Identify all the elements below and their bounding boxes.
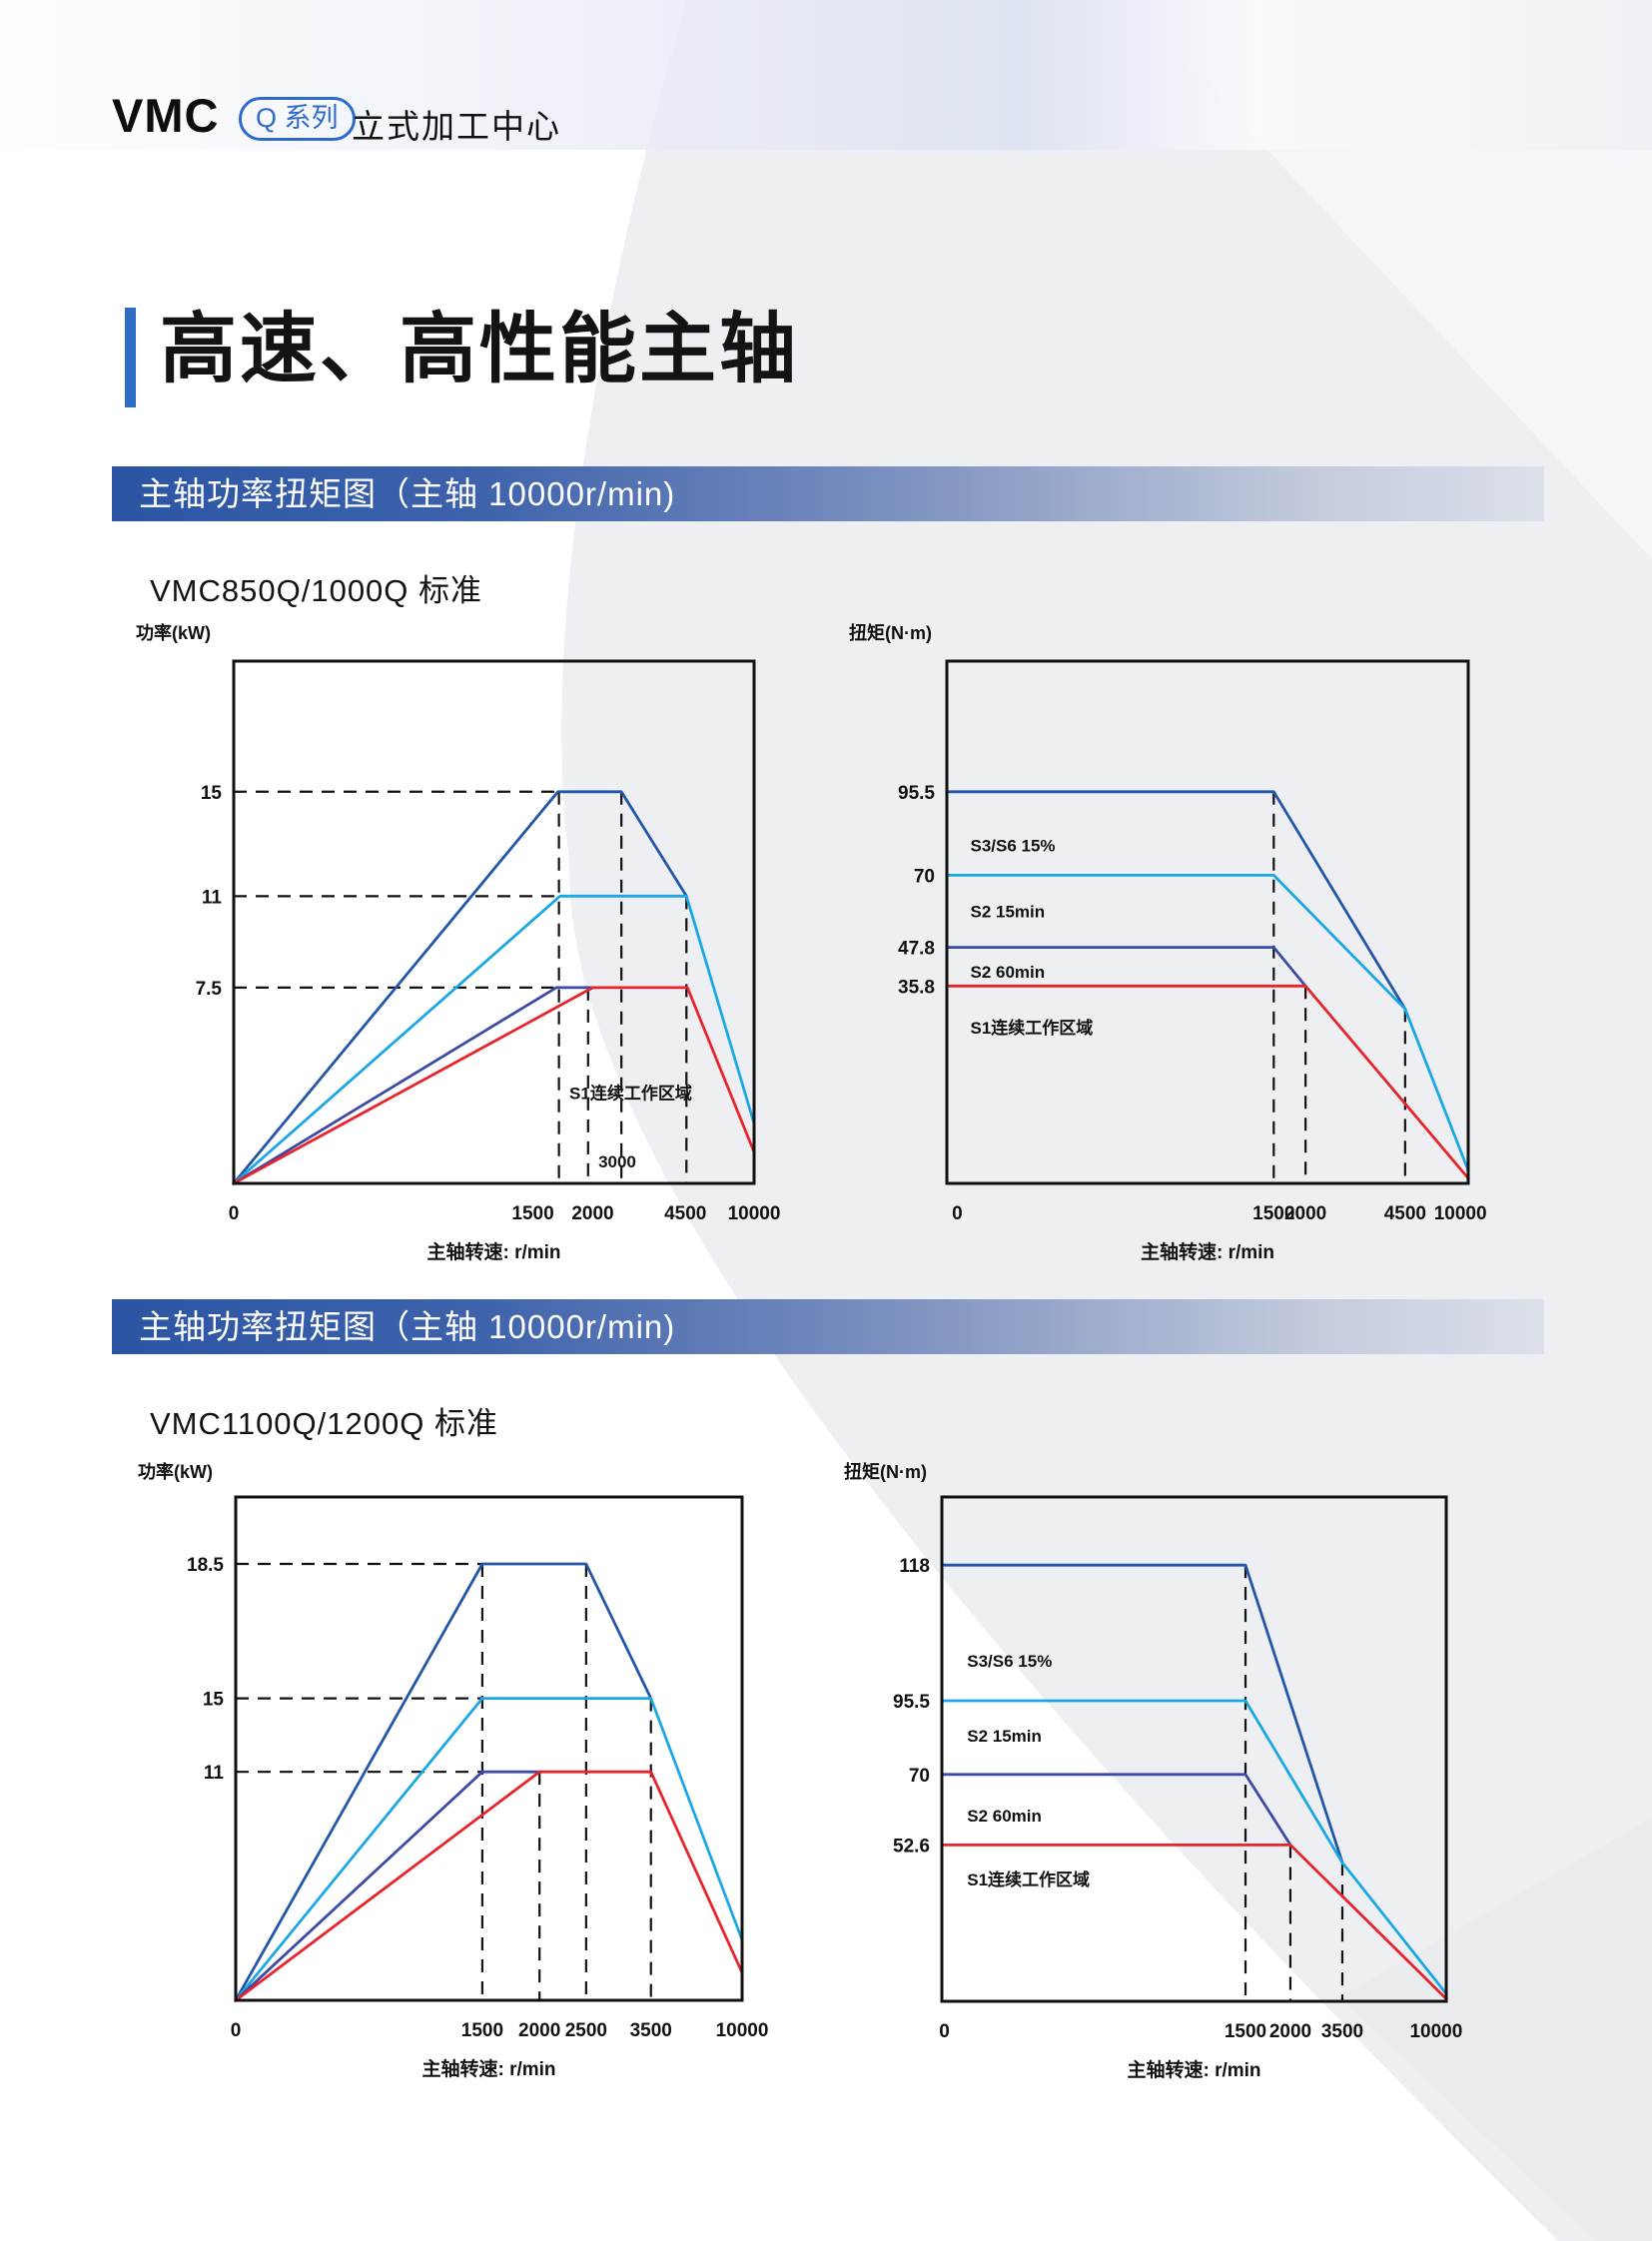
chart-power-vmc850q: 15 11 7.5 0 1500 2000 4500 10000 S1连续工作区域 3000 功率(… — [136, 622, 781, 1263]
series-badge: Q 系列 — [239, 97, 356, 142]
plot-box — [945, 659, 1470, 1185]
x-tick-label: 3500 — [630, 2020, 672, 2041]
section-banner-1: 主轴功率扭矩图（主轴 10000r/min) — [112, 466, 1544, 521]
y-tick-label: 35.8 — [898, 977, 935, 998]
chart-annotation: S2 15min — [967, 1727, 1042, 1746]
y-tick-label: 11 — [204, 1763, 225, 1784]
series-line-red — [234, 1770, 744, 2002]
y-axis-label: 功率(kW) — [138, 1461, 213, 1482]
model-label-1: VMC850Q/1000Q 标准 — [150, 573, 483, 608]
y-tick-label: 70 — [914, 866, 935, 887]
chart-annotation: 3000 — [598, 1152, 636, 1171]
chart-annotation: S2 60min — [970, 963, 1045, 982]
chart-annotation: S1连续工作区域 — [569, 1084, 692, 1104]
series-line-blue — [234, 1562, 653, 2002]
y-tick-label: 52.6 — [893, 1836, 930, 1857]
series-line-blue — [945, 790, 1407, 1012]
x-tick-label: 10000 — [1434, 1203, 1487, 1224]
title-accent-bar — [125, 308, 136, 407]
x-axis-label: 主轴转速: r/min — [421, 2057, 555, 2080]
chart-annotation: S1连续工作区域 — [970, 1018, 1093, 1038]
section-banner-2: 主轴功率扭矩图（主轴 10000r/min) — [112, 1299, 1544, 1354]
x-axis-label: 主轴转速: r/min — [1141, 1240, 1274, 1263]
y-tick-label: 11 — [202, 887, 223, 908]
series-line-indigo — [945, 946, 1308, 989]
series-line-cyan — [234, 1697, 744, 2002]
y-axis-label: 扭矩(N·m) — [844, 1461, 927, 1482]
x-tick-label: 2500 — [565, 2020, 607, 2041]
x-tick-label: 2000 — [571, 1203, 613, 1224]
y-tick-label: 7.5 — [196, 979, 223, 1000]
series-line-blue — [232, 790, 689, 1185]
x-tick-label: 1500 — [1252, 1203, 1294, 1224]
series-line-cyan — [940, 1699, 1448, 1996]
y-tick-label: 95.5 — [898, 783, 935, 804]
x-tick-label: 1500 — [1225, 2021, 1266, 2042]
chart-annotation: S3/S6 15% — [970, 837, 1055, 856]
y-tick-label: 95.5 — [893, 1692, 930, 1713]
page-title: 高速、高性能主轴 — [160, 307, 799, 392]
x-tick-label: 1500 — [461, 2020, 503, 2041]
x-tick-label: 1500 — [511, 1203, 553, 1224]
header-strip — [0, 0, 1652, 150]
chart-annotation: S2 15min — [970, 903, 1045, 922]
chart-power-vmc1100q: 18.5 15 11 0 1500 2000 2500 3500 10000 功率(kW) 主轴转速… — [138, 1461, 769, 2080]
model-label-2: VMC1100Q/1200Q 标准 — [150, 1406, 498, 1441]
chart-annotation: S3/S6 15% — [967, 1652, 1052, 1671]
series-line-red — [940, 1843, 1448, 2001]
series-line-indigo — [234, 1770, 541, 2002]
x-tick-label: 10000 — [728, 1203, 781, 1224]
chart-annotation: S2 60min — [967, 1807, 1042, 1826]
chart-torque-vmc1100q: 118 95.5 70 52.6 0 1500 2000 3500 10000 S3/S6 15%… — [844, 1461, 1462, 2081]
y-tick-label: 118 — [899, 1556, 930, 1577]
header-subtitle: 立式加工中心 — [352, 108, 561, 145]
x-tick-label: 0 — [229, 1203, 240, 1224]
series-line-red — [232, 986, 756, 1185]
y-tick-label: 18.5 — [187, 1555, 224, 1576]
y-tick-label: 15 — [201, 783, 223, 804]
x-tick-label: 10000 — [716, 2020, 769, 2041]
plot-box — [940, 1495, 1448, 2003]
y-tick-label: 70 — [909, 1766, 930, 1787]
x-tick-label: 2000 — [1269, 2021, 1311, 2042]
x-tick-label: 0 — [952, 1203, 963, 1224]
x-axis-label: 主轴转速: r/min — [426, 1240, 560, 1263]
brand-logo: VMC — [112, 89, 220, 142]
x-tick-label: 10000 — [1409, 2021, 1462, 2042]
y-tick-label: 47.8 — [898, 939, 935, 960]
series-line-indigo — [232, 986, 600, 1185]
x-tick-label: 2000 — [518, 2020, 560, 2041]
x-tick-label: 0 — [939, 2021, 950, 2042]
x-tick-label: 3500 — [1321, 2021, 1363, 2042]
chart-annotation: S1连续工作区域 — [967, 1869, 1090, 1889]
x-tick-label: 4500 — [1384, 1203, 1426, 1224]
y-tick-label: 15 — [203, 1690, 225, 1711]
x-tick-label: 2000 — [1284, 1203, 1326, 1224]
series-line-indigo — [940, 1773, 1292, 1848]
plot-box — [234, 1495, 744, 2002]
series-line-cyan — [232, 894, 756, 1185]
x-axis-label: 主轴转速: r/min — [1127, 2058, 1260, 2081]
y-axis-label: 功率(kW) — [136, 622, 211, 643]
series-line-red — [945, 984, 1470, 1180]
x-tick-label: 4500 — [664, 1203, 706, 1224]
x-tick-label: 0 — [231, 2020, 242, 2041]
plot-box — [232, 659, 756, 1185]
series-line-blue — [940, 1563, 1344, 1865]
series-line-cyan — [945, 873, 1470, 1172]
y-axis-label: 扭矩(N·m) — [849, 622, 932, 643]
